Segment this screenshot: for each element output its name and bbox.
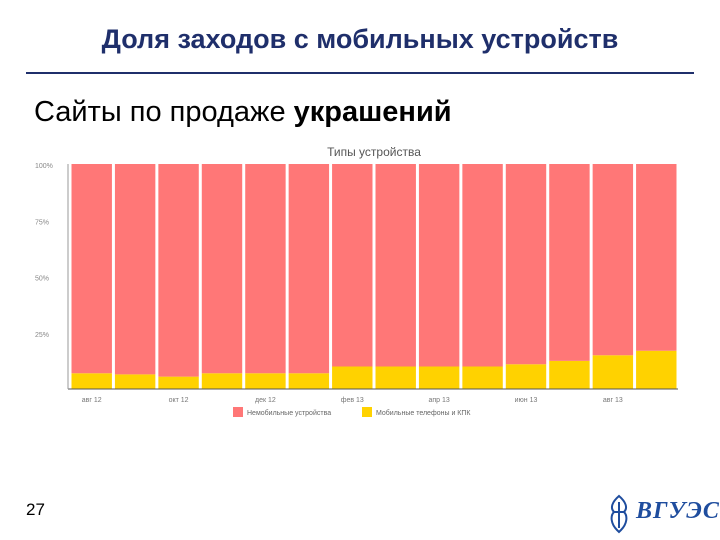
title-divider [26,72,694,74]
bar-mobile [201,373,243,389]
x-tick-label: апр 13 [428,397,449,404]
bar-desktop [245,164,286,374]
legend-label-mobile: Мобильные телефоны и КПК [376,409,471,417]
bar-mobile [592,355,634,389]
y-tick-label: 75% [35,219,49,226]
bar-mobile [332,366,373,389]
bar-desktop [505,164,547,365]
bar-mobile [505,364,547,389]
bar-desktop [418,164,460,367]
university-logo: ВГУЭС [602,494,719,534]
bar-mobile [636,350,677,389]
legend-swatch-mobile [362,407,372,417]
legend-swatch-desktop [233,407,243,417]
bar-desktop [288,164,330,374]
page-number: 27 [26,500,45,519]
bar-desktop [158,164,199,377]
x-tick-label: окт 12 [169,397,189,404]
logo-text: ВГУЭС [636,498,720,524]
bar-mobile [245,373,286,389]
bar-mobile [375,366,416,389]
subtitle-text: Сайты по продаже [34,96,294,128]
bar-mobile [418,366,460,389]
device-type-chart: Типы устройства 100% 75% 50% 25% авг 12 окт 12… [35,145,678,417]
bar-mobile [114,374,156,389]
x-tick-label: фев 13 [341,397,364,404]
emblem-icon [610,494,628,534]
y-tick-label: 50% [35,276,49,283]
bar-mobile [158,376,199,389]
bar-desktop [201,164,243,374]
y-tick-label: 100% [35,163,53,170]
x-tick-label: авг 12 [82,397,102,404]
chart-title: Типы устройства [327,145,421,159]
y-tick-label: 25% [35,332,49,339]
bar-desktop [462,164,503,367]
bar-desktop [592,164,634,356]
bar-mobile [288,373,330,389]
bar-mobile [549,360,590,389]
subtitle-emphasis: украшений [293,96,452,128]
x-tick-label: авг 13 [603,397,623,404]
legend-label-desktop: Немобильные устройства [247,409,331,417]
bar-desktop [71,164,112,374]
bar-desktop [114,164,156,375]
slide-subtitle: Сайты по продаже украшений [34,96,452,129]
bar-desktop [375,164,416,367]
slide-title: Доля заходов с мобильных устройств [101,24,619,54]
bar-desktop [549,164,590,361]
x-tick-label: июн 13 [515,397,538,404]
x-tick-label: дек 12 [255,397,276,404]
bar-desktop [332,164,373,367]
bar-desktop [636,164,677,351]
bar-mobile [462,366,503,389]
bar-mobile [71,373,112,389]
